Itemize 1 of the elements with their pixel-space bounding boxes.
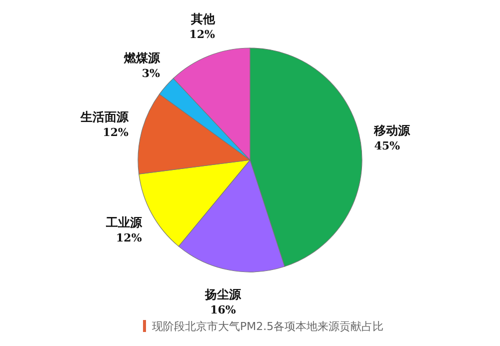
text: 现阶段北京市大气PM2.5各项本地来源贡献占比 — [152, 320, 384, 333]
